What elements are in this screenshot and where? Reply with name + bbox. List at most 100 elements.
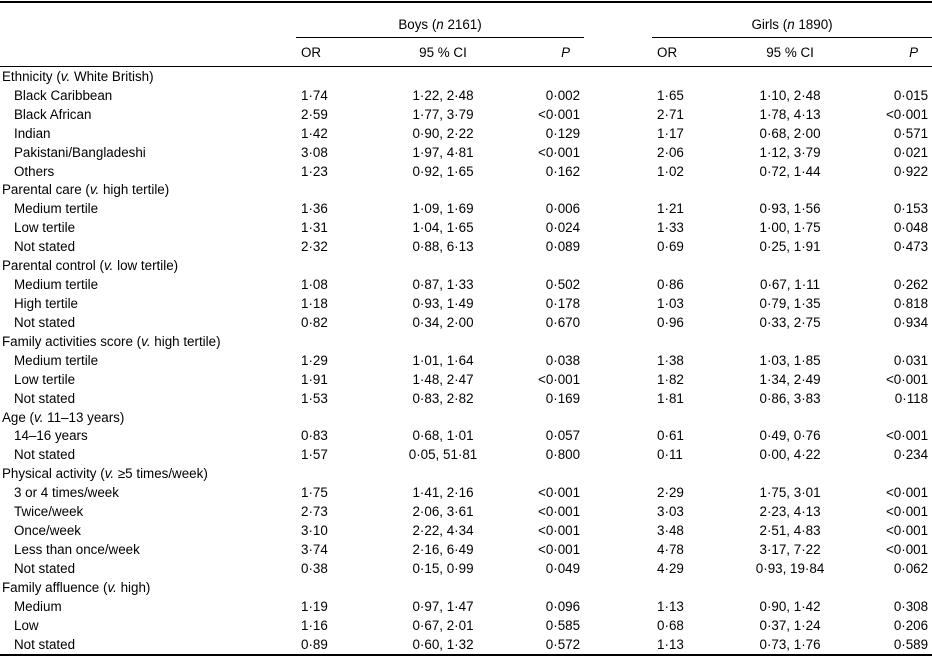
girls-p-column-header: P bbox=[876, 37, 932, 67]
group-header-row: Boys (n 2161) Girls (n 1890) bbox=[0, 2, 932, 38]
girls-p-cell: 0·818 bbox=[893, 296, 929, 312]
boys-or-cell: 1·29 bbox=[301, 352, 328, 368]
girls-or-cell: 2·06 bbox=[657, 144, 684, 160]
boys-p-cell: <0·001 bbox=[538, 106, 581, 122]
table-row: Twice/week 2·73 2·06, 3·61 <0·001 3·03 2·23, … bbox=[0, 502, 932, 521]
boys-or-cell: 0·38 bbox=[301, 560, 328, 576]
gap-cell bbox=[584, 521, 652, 540]
section-label-post: White British) bbox=[70, 68, 154, 84]
girls-p-cell: 0·015 bbox=[893, 87, 929, 103]
row-label: High tertile bbox=[14, 296, 79, 312]
table-row: Others 1·23 0·92, 1·65 0·162 1·02 0·72, 1·44 0… bbox=[0, 162, 932, 181]
row-label: Low bbox=[14, 617, 39, 633]
girls-ci-cell: 1·75, 3·01 bbox=[759, 485, 821, 501]
row-label: 3 or 4 times/week bbox=[14, 485, 119, 501]
girls-p-cell: 0·021 bbox=[893, 144, 929, 160]
section-header-row: Age (v. 11–13 years) bbox=[0, 408, 932, 427]
boys-or-cell: 2·73 bbox=[301, 504, 328, 520]
boys-ci-cell: 0·67, 2·01 bbox=[412, 617, 474, 633]
girls-ci-cell: 1·00, 1·75 bbox=[759, 220, 821, 236]
section-label-pre: Ethnicity ( bbox=[2, 68, 61, 84]
boys-p-cell: <0·001 bbox=[538, 144, 581, 160]
boys-p-cell: 0·006 bbox=[545, 201, 581, 217]
boys-or-cell: 1·18 bbox=[301, 296, 328, 312]
boys-p-cell: 0·502 bbox=[545, 277, 581, 293]
boys-or-cell: 1·42 bbox=[301, 125, 328, 141]
gap-cell bbox=[584, 427, 652, 446]
section-label-post: 11–13 years) bbox=[43, 409, 125, 425]
girls-or-column-header: OR bbox=[652, 37, 705, 67]
boys-or-cell: 0·89 bbox=[301, 636, 328, 652]
girls-ci-cell: 0·73, 1·76 bbox=[759, 636, 821, 652]
boys-p-cell: <0·001 bbox=[538, 523, 581, 539]
section-label-versus: v. bbox=[141, 333, 151, 349]
section-label-pre: Family activities score ( bbox=[2, 333, 142, 349]
table-row: Low tertile 1·31 1·04, 1·65 0·024 1·33 1·00, … bbox=[0, 218, 932, 237]
section-label-pre: Age ( bbox=[2, 409, 35, 425]
section-label: Parental control (v. low tertile) bbox=[0, 256, 932, 275]
boys-or-cell: 3·10 bbox=[301, 523, 328, 539]
girls-or-cell: 1·81 bbox=[657, 390, 684, 406]
table-row: Once/week 3·10 2·22, 4·34 <0·001 3·48 2·51, 4… bbox=[0, 521, 932, 540]
boys-ci-cell: 2·16, 6·49 bbox=[412, 542, 474, 557]
row-label: Low tertile bbox=[14, 371, 76, 387]
table-row: Low tertile 1·91 1·48, 2·47 <0·001 1·82 1·34,… bbox=[0, 370, 932, 389]
boys-or-cell: 1·19 bbox=[301, 598, 328, 614]
section-header-row: Family activities score (v. high tertile… bbox=[0, 332, 932, 351]
section-label: Ethnicity (v. White British) bbox=[0, 67, 932, 86]
boys-p-cell: 0·049 bbox=[545, 560, 581, 576]
girls-group-header: Girls (n 1890) bbox=[652, 2, 932, 38]
boys-or-cell: 3·74 bbox=[301, 542, 328, 557]
boys-p-column-header: P bbox=[538, 37, 585, 67]
table-row: Pakistani/Bangladeshi 3·08 1·97, 4·81 <0·00… bbox=[0, 143, 932, 162]
row-label: Pakistani/Bangladeshi bbox=[14, 144, 146, 160]
gap-cell bbox=[584, 540, 652, 559]
girls-or-cell: 0·61 bbox=[657, 428, 684, 444]
girls-ci-cell: 1·34, 2·49 bbox=[759, 371, 821, 387]
boys-ci-cell: 1·41, 2·16 bbox=[412, 485, 474, 501]
boys-ci-cell: 1·01, 1·64 bbox=[412, 352, 474, 368]
girls-p-cell: 0·262 bbox=[893, 277, 929, 293]
girls-or-cell: 1·03 bbox=[657, 296, 684, 312]
girls-ci-cell: 2·51, 4·83 bbox=[759, 523, 821, 539]
table-row: Black African 2·59 1·77, 3·79 <0·001 2·71 1·7… bbox=[0, 105, 932, 124]
girls-ci-cell: 0·67, 1·11 bbox=[760, 277, 821, 293]
row-label: 14–16 years bbox=[14, 428, 88, 444]
gap-cell bbox=[584, 351, 652, 370]
section-label-versus: v. bbox=[34, 409, 44, 425]
girls-p-cell: 0·031 bbox=[893, 352, 929, 368]
girls-p-cell: 0·473 bbox=[893, 239, 929, 255]
girls-p-cell: <0·001 bbox=[885, 428, 929, 444]
girls-p-cell: 0·048 bbox=[893, 220, 929, 236]
boys-label-n: n bbox=[436, 17, 444, 32]
girls-ci-cell: 1·03, 1·85 bbox=[759, 352, 821, 368]
row-label: Not stated bbox=[14, 636, 76, 652]
section-label-post: high) bbox=[116, 579, 151, 595]
table-row: Black Caribbean 1·74 1·22, 2·48 0·002 1·65 1·… bbox=[0, 86, 932, 105]
section-label-versus: v. bbox=[104, 466, 115, 482]
table-row: Not stated 1·53 0·83, 2·82 0·169 1·81 0·86, 3… bbox=[0, 389, 932, 408]
table-header: Boys (n 2161) Girls (n 1890) OR 95 % CI … bbox=[0, 2, 932, 67]
gap-cell bbox=[584, 105, 652, 124]
gap-cell bbox=[584, 597, 652, 616]
gap-cell bbox=[584, 389, 652, 408]
girls-ci-cell: 0·90, 1·42 bbox=[759, 598, 821, 614]
girls-ci-cell: 1·10, 2·48 bbox=[759, 87, 821, 103]
boys-p-cell: 0·670 bbox=[545, 314, 581, 330]
boys-group-header: Boys (n 2161) bbox=[296, 2, 585, 38]
row-label: Once/week bbox=[14, 523, 81, 539]
row-label: Medium tertile bbox=[14, 352, 99, 368]
table-row: High tertile 1·18 0·93, 1·49 0·178 1·03 0·79,… bbox=[0, 294, 932, 313]
section-header-row: Physical activity (v. ≥5 times/week) bbox=[0, 464, 932, 483]
girls-or-cell: 0·69 bbox=[657, 239, 684, 255]
section-label: Parental care (v. high tertile) bbox=[0, 181, 932, 200]
boys-p-cell: <0·001 bbox=[538, 371, 581, 387]
boys-or-cell: 1·16 bbox=[301, 617, 328, 633]
boys-p-cell: 0·024 bbox=[545, 220, 581, 236]
girls-ci-cell: 0·00, 4·22 bbox=[759, 447, 821, 463]
boys-p-cell: 0·585 bbox=[545, 617, 581, 633]
gap-cell bbox=[584, 199, 652, 218]
boys-ci-cell: 0·68, 1·01 bbox=[412, 428, 474, 444]
table-row: Not stated 2·32 0·88, 6·13 0·089 0·69 0·25, 1… bbox=[0, 237, 932, 256]
section-label-post: low tertile) bbox=[113, 258, 179, 274]
